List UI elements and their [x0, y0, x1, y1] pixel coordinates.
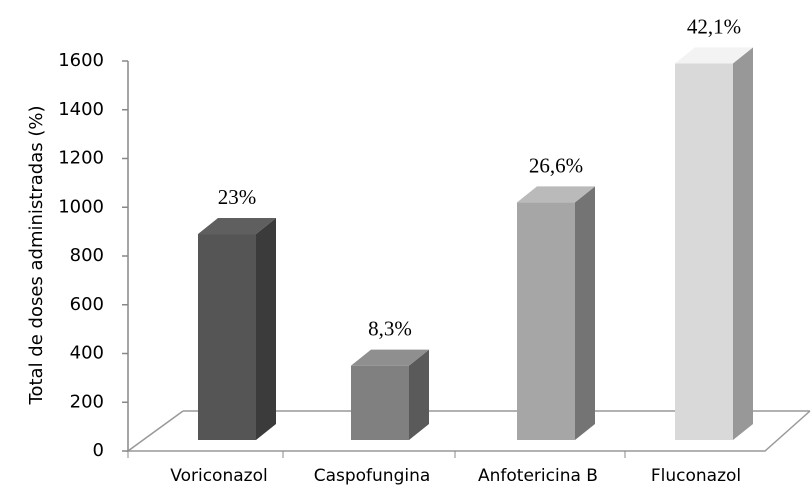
y-tick-label: 1600 [58, 50, 104, 71]
y-tick-label: 600 [70, 294, 104, 315]
x-tick-label: Fluconazol [651, 466, 741, 486]
y-tick-label: 200 [70, 391, 104, 412]
x-tick-label: Voriconazol [170, 466, 267, 486]
data-label: 26,6% [529, 153, 583, 177]
floor-front [125, 410, 811, 452]
y-tick-label: 400 [70, 343, 104, 364]
bar [351, 365, 409, 440]
y-tick-label: 0 [93, 440, 104, 461]
y-tick-label: 800 [70, 245, 104, 266]
bar-side [733, 47, 753, 440]
bar [675, 63, 733, 440]
bar-side [409, 349, 429, 440]
x-tick-label: Caspofungina [314, 466, 431, 486]
bar-top [517, 186, 595, 203]
bar-top [675, 47, 753, 64]
bar-side [575, 186, 595, 440]
bar-top [351, 349, 429, 366]
x-tick-label: Anfotericina B [478, 466, 598, 486]
bar-top [198, 218, 276, 235]
bar [517, 202, 575, 440]
data-label: 8,3% [368, 317, 412, 341]
y-tick-label: 1000 [58, 196, 104, 217]
bar-side [256, 218, 276, 440]
y-tick-label: 1400 [58, 99, 104, 120]
y-tick-label: 1200 [58, 148, 104, 169]
data-label: 23% [218, 185, 257, 209]
data-label: 42,1% [687, 14, 741, 38]
y-axis-label: Total de doses administradas (%) [26, 106, 47, 406]
bar [198, 234, 256, 440]
